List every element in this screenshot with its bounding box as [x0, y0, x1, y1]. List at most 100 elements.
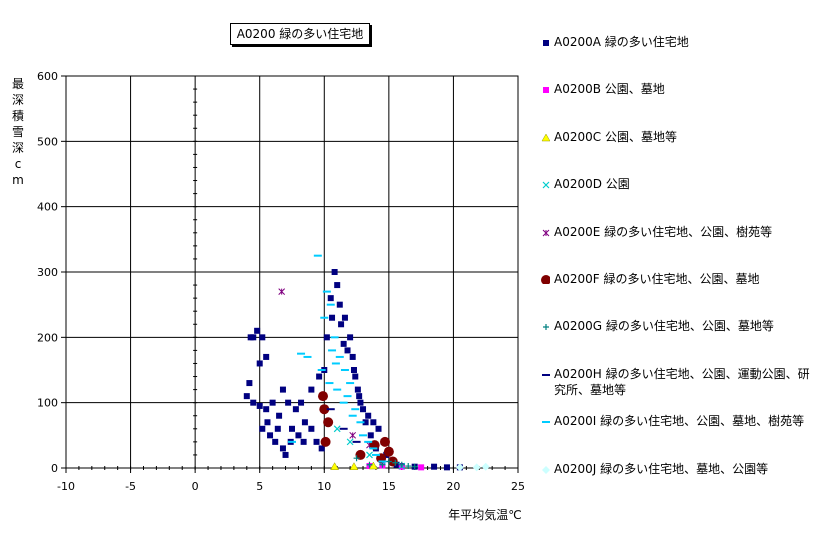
data-point [259, 425, 266, 432]
tick-labels: -10 -5 0 5 10 15 20 25 0 100 200 300 400 500 600 [37, 70, 525, 493]
legend-item: A0200B 公園、墓地 [540, 81, 816, 117]
x-tick-label: 5 [256, 480, 263, 493]
legend-marker [542, 229, 550, 236]
legend-item: A0200G 緑の多い住宅地、公園、墓地等 [540, 318, 816, 354]
data-point [269, 399, 276, 406]
series-8 [288, 254, 387, 463]
data-point [331, 362, 340, 365]
data-point [259, 334, 266, 341]
legend-label: A0200D 公園 [554, 177, 630, 192]
y-axis-label-char: 積 [11, 109, 24, 123]
data-point [398, 461, 405, 468]
y-axis-label-char: 深 [11, 93, 24, 107]
data-point [349, 431, 357, 439]
grid [65, 75, 519, 469]
legend-marker [542, 373, 550, 376]
legend-item: A0200E 緑の多い住宅地、公園、樹苑等 [540, 224, 816, 260]
data-point [352, 440, 361, 443]
data-point [319, 404, 330, 415]
data-point [316, 373, 323, 380]
legend-label: A0200C 公園、墓地等 [554, 129, 677, 144]
data-point [348, 414, 357, 417]
data-point [330, 462, 340, 470]
y-tick-label: 100 [37, 397, 58, 410]
data-point [393, 461, 400, 468]
data-point [323, 417, 334, 428]
data-point [336, 301, 343, 308]
legend-item: A0200C 公園、墓地等 [540, 129, 816, 165]
legend-label: A0200F 緑の多い住宅地、公園、墓地 [554, 272, 760, 286]
data-point [320, 436, 331, 447]
data-point [333, 388, 342, 391]
series-5 [317, 391, 398, 467]
series-9 [455, 462, 490, 472]
data-point [364, 440, 373, 443]
data-point [341, 314, 348, 321]
data-point [243, 393, 250, 400]
legend-marker [543, 324, 549, 331]
series-2 [330, 461, 378, 470]
data-point [418, 464, 425, 471]
data-point [339, 427, 348, 430]
data-point [340, 369, 349, 371]
legend-item: A0200I 緑の多い住宅地、公園、墓地、樹苑等 [540, 413, 816, 449]
data-point [263, 353, 270, 360]
legend-marker [541, 133, 550, 142]
data-point [279, 386, 286, 393]
data-point [272, 438, 279, 445]
y-axis-label-char: m [12, 173, 24, 187]
x-tick-label: 25 [511, 480, 525, 493]
data-point [317, 369, 326, 371]
series-7 [326, 408, 361, 443]
data-points [243, 254, 490, 472]
legend-item: A0200A 緑の多い住宅地 [540, 34, 816, 70]
data-point [357, 399, 364, 406]
data-point [344, 347, 351, 354]
data-point [328, 349, 337, 352]
data-point [369, 447, 378, 450]
chart-title: A0200 緑の多い住宅地 [230, 23, 370, 45]
data-point [325, 382, 334, 385]
data-point [289, 425, 295, 432]
data-point [365, 412, 372, 419]
data-point [431, 463, 438, 470]
data-point [360, 406, 367, 413]
y-tick-label: 600 [37, 70, 58, 83]
data-point [267, 432, 274, 439]
data-point [354, 386, 361, 393]
data-point [308, 425, 315, 432]
data-point [292, 406, 299, 413]
legend-label: A0200B 公園、墓地 [554, 82, 665, 97]
legend-marker-shape [543, 324, 549, 331]
data-point [355, 449, 366, 460]
data-point [356, 393, 363, 400]
data-point [323, 334, 330, 341]
y-tick-label: 300 [37, 266, 58, 279]
legend-label: A0200G 緑の多い住宅地、公園、墓地等 [554, 319, 774, 334]
data-point [346, 382, 355, 385]
x-tick-label: -10 [57, 480, 75, 493]
data-point [256, 360, 263, 367]
y-tick-label: 0 [51, 462, 58, 475]
data-point [318, 445, 325, 452]
legend-marker-shape [542, 229, 550, 236]
data-point [320, 316, 329, 319]
data-point [250, 334, 257, 341]
data-point [326, 303, 335, 306]
data-point [352, 373, 359, 380]
data-point [278, 288, 286, 295]
legend-label: A0200A 緑の多い住宅地 [554, 35, 689, 49]
legend-marker [542, 465, 550, 474]
y-tick-label: 200 [37, 331, 58, 344]
data-point [339, 401, 348, 404]
data-point [317, 391, 328, 402]
data-point [327, 295, 334, 302]
legend-label: A0200E 緑の多い住宅地、公園、樹苑等 [554, 224, 773, 239]
data-point [343, 395, 352, 398]
data-point [346, 438, 354, 446]
data-point [379, 461, 386, 468]
data-point [356, 421, 365, 424]
data-point [256, 402, 263, 409]
data-point [300, 438, 307, 445]
